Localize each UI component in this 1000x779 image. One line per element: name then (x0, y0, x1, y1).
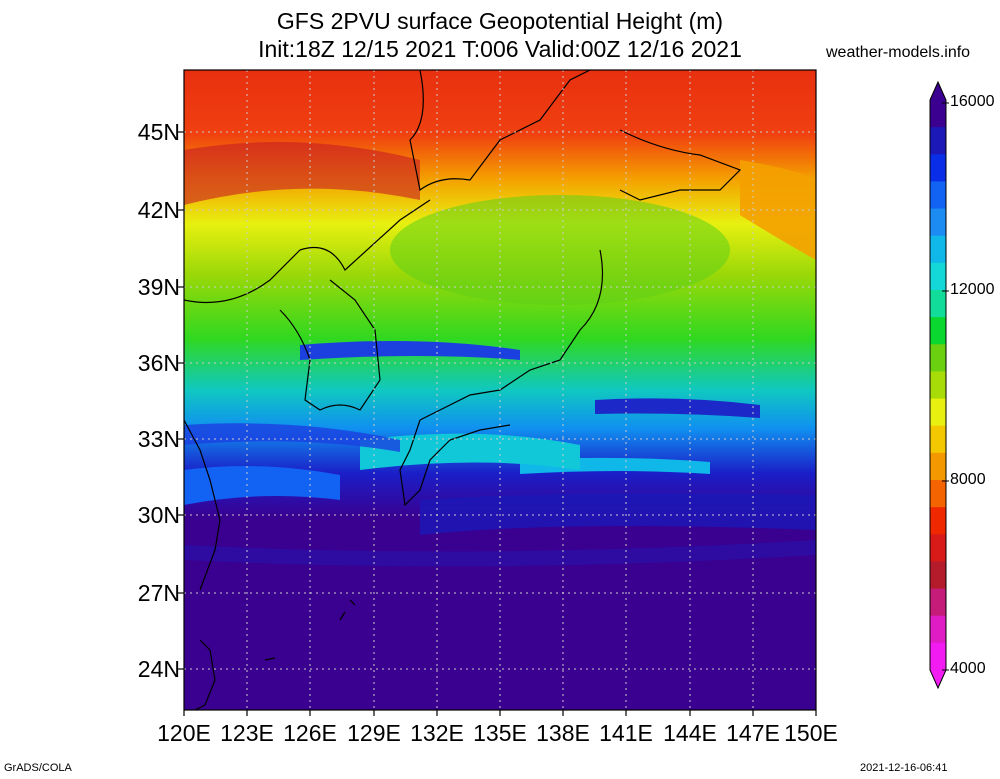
colorbar-swatch (930, 262, 946, 291)
lon-label: 150E (784, 720, 838, 746)
lat-label: 42N (137, 197, 180, 223)
colorbar-swatch (930, 371, 946, 400)
lon-label: 144E (663, 720, 717, 746)
lon-label: 120E (157, 720, 211, 746)
colorbar-swatch (930, 425, 946, 454)
colorbar-swatch (930, 208, 946, 237)
lon-label: 123E (220, 720, 274, 746)
source-site: weather-models.info (826, 44, 971, 61)
colorbar-swatch (930, 615, 946, 644)
colorbar-swatch (930, 452, 946, 481)
colorbar-swatch (930, 507, 946, 535)
colorbar-label: 8000 (950, 471, 986, 488)
lon-label: 135E (473, 720, 527, 746)
colorbar-swatch (930, 480, 946, 508)
colorbar-swatch (930, 642, 946, 671)
footer-credit: GrADS/COLA (4, 762, 72, 774)
colorbar-label: 4000 (950, 660, 986, 677)
colorbar-label: 16000 (950, 93, 995, 110)
colorbar-swatch (930, 317, 946, 345)
colorbar-swatch (930, 290, 946, 318)
colorbar-swatch (930, 534, 946, 562)
lon-label: 141E (599, 720, 653, 746)
colorbar-swatch (930, 344, 946, 372)
lat-label: 33N (137, 426, 180, 452)
colorbar-swatch (930, 561, 946, 590)
lon-label: 132E (410, 720, 464, 746)
footer-timestamp: 2021-12-16-06:41 (860, 762, 948, 774)
lat-label: 24N (137, 656, 180, 682)
lon-label: 126E (283, 720, 337, 746)
colorbar-swatch (930, 588, 946, 617)
lat-label: 30N (137, 502, 180, 528)
map-subtitle: Init:18Z 12/15 2021 T:006 Valid:00Z 12/1… (258, 36, 742, 62)
coastlines (184, 70, 742, 710)
map-grid (184, 70, 816, 710)
colorbar-swatch (930, 100, 946, 128)
colorbar-swatch (930, 181, 946, 210)
colorbar-label: 12000 (950, 281, 995, 298)
colorbar-swatch (930, 398, 946, 427)
colorbar-swatch (930, 127, 946, 155)
lat-label: 36N (137, 350, 180, 376)
lat-label: 45N (137, 119, 180, 145)
colorbar-swatch (930, 235, 946, 264)
lon-label: 138E (536, 720, 590, 746)
colorbar-min-arrow (930, 670, 946, 688)
lat-label: 27N (137, 580, 180, 606)
lon-label: 129E (347, 720, 401, 746)
map-title: GFS 2PVU surface Geopotential Height (m) (276, 8, 724, 34)
colorbar (929, 80, 949, 690)
colorbar-swatch (930, 154, 946, 182)
height-field (184, 70, 816, 710)
lat-label: 39N (137, 274, 180, 300)
lon-label: 147E (726, 720, 780, 746)
colorbar-max-arrow (930, 82, 946, 100)
